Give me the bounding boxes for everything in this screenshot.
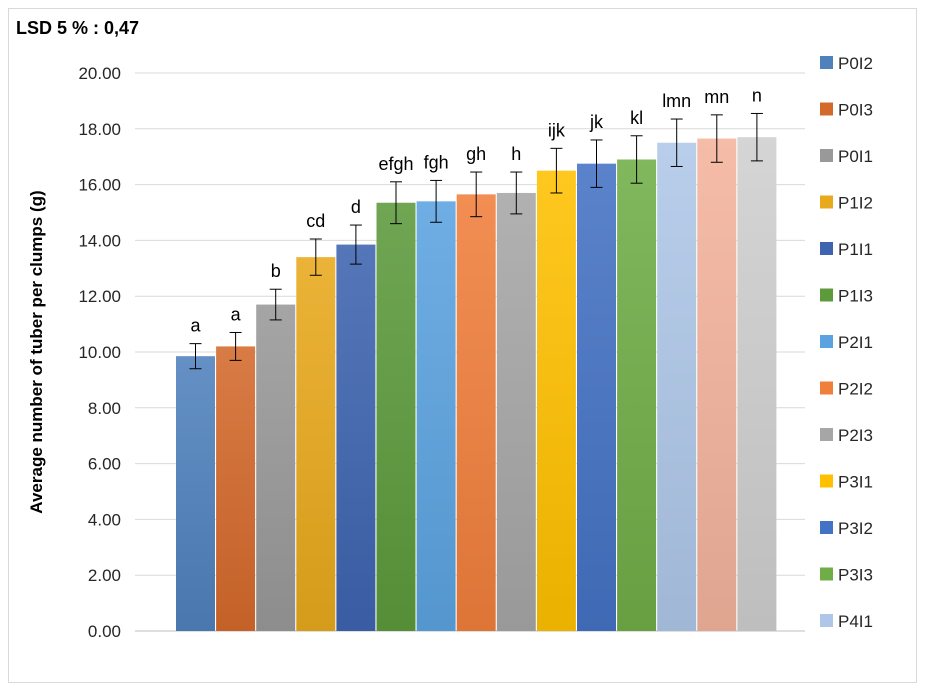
bar — [697, 138, 737, 631]
y-axis-title: Average number of tuber per clumps (g) — [27, 190, 46, 513]
bar — [536, 170, 576, 631]
legend-swatch — [820, 56, 833, 69]
significance-letter: b — [271, 261, 281, 281]
y-tick-label: 0.00 — [88, 622, 121, 641]
bar — [176, 356, 215, 631]
significance-letter: jk — [589, 112, 604, 132]
significance-letter: lmn — [662, 91, 691, 111]
bar — [657, 142, 697, 631]
legend-swatch — [820, 521, 833, 534]
y-tick-labels: 0.00 2.00 4.00 6.00 8.00 10.00 12.00 14.00 16.00… — [78, 64, 121, 641]
lsd-annotation: LSD 5 % : 0,47 — [16, 18, 140, 38]
y-tick-label: 14.00 — [78, 231, 121, 250]
y-tick-label: 8.00 — [88, 399, 121, 418]
bar — [256, 304, 296, 631]
significance-letter: fgh — [424, 152, 449, 172]
legend-label: P1I1 — [838, 240, 873, 259]
legend-swatch — [820, 381, 833, 395]
y-tick-label: 18.00 — [78, 120, 121, 139]
legend-swatch — [820, 335, 833, 348]
legend-label: P2I1 — [838, 333, 873, 352]
significance-letter: gh — [466, 144, 486, 164]
legend: P0I2 P0I3 P0I1 P1I2 P1I1 P1I3 P2I1 P2I2 P2I3 P3I1… — [820, 54, 873, 631]
bar — [416, 201, 456, 631]
legend-swatch — [820, 195, 833, 209]
significance-letter: a — [190, 316, 201, 336]
legend-swatch — [820, 102, 833, 116]
legend-label: P3I2 — [838, 519, 873, 538]
bar — [617, 159, 657, 632]
error-bars — [189, 112, 763, 370]
y-tick-label: 6.00 — [88, 455, 121, 474]
legend-label: P0I2 — [838, 54, 873, 73]
legend-swatch — [820, 242, 833, 255]
bar — [456, 194, 496, 632]
legend-swatch — [820, 428, 833, 441]
bar — [496, 192, 536, 631]
legend-label: P1I3 — [838, 287, 873, 306]
y-tick-label: 16.00 — [78, 176, 121, 195]
bar — [296, 257, 336, 631]
y-tick-label: 12.00 — [78, 287, 121, 306]
legend-label: P2I3 — [838, 426, 873, 445]
significance-letter: n — [752, 85, 762, 105]
legend-label: P3I3 — [838, 566, 873, 585]
bars — [176, 137, 777, 632]
significance-letter: h — [511, 144, 521, 164]
legend-label: P1I2 — [838, 194, 873, 213]
significance-letter: kl — [630, 108, 643, 128]
legend-label: P0I1 — [838, 147, 873, 166]
bar — [336, 244, 376, 631]
significance-letter: d — [351, 197, 361, 217]
legend-swatch — [820, 149, 833, 162]
legend-swatch — [820, 288, 833, 302]
y-tick-label: 10.00 — [78, 343, 121, 362]
bar — [216, 346, 256, 631]
y-tick-label: 20.00 — [78, 64, 121, 83]
bar — [577, 163, 616, 632]
significance-letter: cd — [306, 211, 325, 231]
significance-letter: a — [231, 304, 242, 324]
legend-label: P3I1 — [838, 473, 873, 492]
legend-swatch — [820, 567, 833, 581]
legend-label: P2I2 — [838, 380, 873, 399]
legend-swatch — [820, 614, 833, 627]
bar — [376, 202, 416, 632]
legend-swatch — [820, 474, 833, 488]
y-tick-label: 2.00 — [88, 566, 121, 585]
legend-label: P0I3 — [838, 101, 873, 120]
bar — [737, 137, 777, 632]
legend-label: P4I1 — [838, 612, 873, 631]
y-tick-label: 4.00 — [88, 510, 121, 529]
significance-letter: ijk — [548, 120, 566, 140]
significance-letter: mn — [704, 87, 729, 107]
significance-letter: efgh — [378, 154, 413, 174]
